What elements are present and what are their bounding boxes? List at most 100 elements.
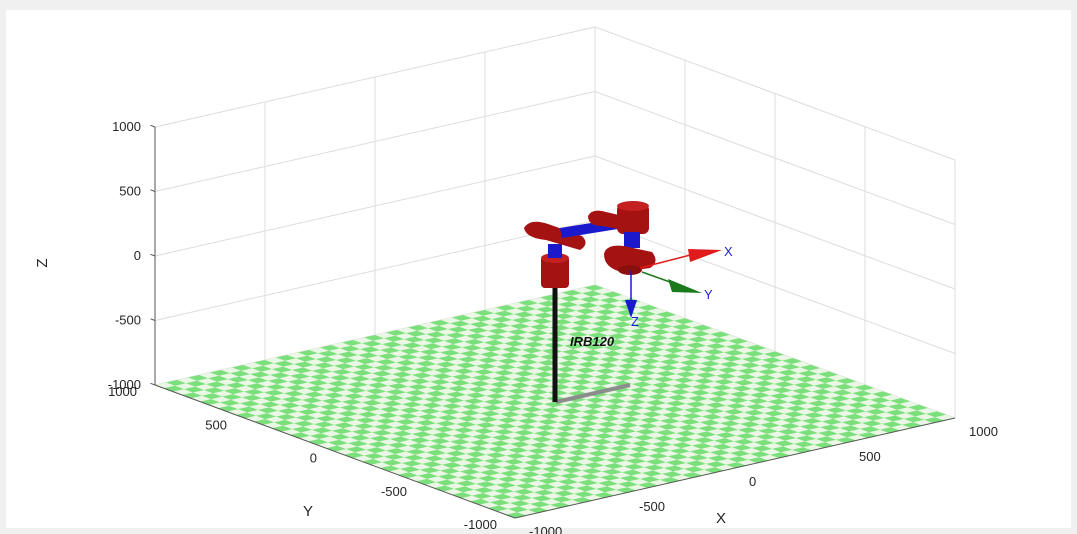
floor-tile <box>646 340 666 347</box>
floor-tile <box>464 339 484 345</box>
floor-tile <box>460 468 480 475</box>
floor-tile <box>752 386 772 393</box>
floor-tile <box>490 381 510 388</box>
floor-tile <box>294 420 314 427</box>
y-tick-label: 0 <box>310 451 317 466</box>
floor-tile <box>662 353 682 359</box>
floor-tile <box>242 394 262 401</box>
floor-tile <box>502 464 522 471</box>
floor-tile <box>772 387 792 394</box>
floor-tile <box>626 399 646 405</box>
floor-tile <box>600 297 620 304</box>
floor-tile <box>556 366 576 373</box>
floor-tile <box>480 410 500 417</box>
floor-tile <box>782 358 802 364</box>
floor-tile <box>672 324 692 330</box>
floor-tile <box>810 394 830 401</box>
floor-tile <box>354 423 374 429</box>
floor-tile <box>704 349 724 355</box>
floor-tile <box>348 381 368 388</box>
floor-tile <box>816 377 836 384</box>
floor-tile <box>518 477 538 484</box>
floor-tile <box>436 420 456 427</box>
floor-tile <box>508 329 528 335</box>
floor-tile <box>342 399 362 405</box>
floor-tile <box>466 392 486 399</box>
floor-tile <box>714 379 734 385</box>
floor-tile <box>376 359 396 365</box>
floor-tile <box>648 394 668 400</box>
floor-tile <box>634 375 654 382</box>
floor-tile <box>488 328 508 335</box>
floor-tile <box>392 430 412 437</box>
floor-tile <box>658 364 678 371</box>
floor-tile <box>418 414 438 420</box>
floor-tile <box>296 355 316 362</box>
floor-tile <box>664 347 684 354</box>
floor-tile <box>592 438 612 445</box>
floor-tile <box>254 419 274 425</box>
floor-tile <box>506 394 526 400</box>
floor-tile <box>522 465 542 472</box>
floor-tile <box>586 397 606 404</box>
floor-tile <box>650 447 670 454</box>
floor-tile <box>202 393 222 400</box>
floor-tile <box>840 425 860 432</box>
floor-tile <box>706 402 726 409</box>
floor-tile <box>188 375 208 381</box>
floor-tile <box>426 331 446 338</box>
floor-tile <box>434 485 454 492</box>
floor-tile <box>460 350 480 357</box>
floor-tile <box>668 394 688 401</box>
floor-tile <box>852 390 872 397</box>
floor-tile <box>466 451 486 458</box>
floor-tile <box>594 433 614 439</box>
floor-tile <box>496 364 516 370</box>
floor-tile <box>454 427 474 434</box>
floor-tile <box>274 360 294 367</box>
floor-tile <box>260 401 280 408</box>
floor-tile <box>746 403 766 410</box>
floor-tile <box>696 372 716 379</box>
floor-tile <box>660 418 680 424</box>
floor-tile <box>382 459 402 466</box>
floor-tile <box>560 473 580 479</box>
floor-tile <box>906 410 926 417</box>
floor-tile <box>498 417 518 424</box>
floor-tile <box>164 385 184 392</box>
floor-tile <box>472 374 492 381</box>
z-tick-label: -1000 <box>108 377 141 392</box>
floor-tile <box>578 479 598 486</box>
floor-tile <box>602 291 622 298</box>
floor-tile <box>560 414 580 420</box>
floor-tile <box>300 403 320 410</box>
floor-tile <box>350 375 370 382</box>
floor-tile <box>582 409 602 415</box>
floor-tile <box>314 421 334 428</box>
floor-tile <box>784 411 804 418</box>
floor-tile <box>558 301 578 308</box>
floor-tile <box>742 356 762 363</box>
floor-tile <box>290 373 310 380</box>
floor-tile <box>596 486 616 493</box>
floor-tile <box>432 373 452 380</box>
floor-tile <box>552 496 572 503</box>
floor-tile <box>444 338 464 345</box>
floor-tile <box>504 399 524 406</box>
floor-tile <box>622 351 642 358</box>
floor-tile <box>732 385 752 392</box>
floor-tile <box>388 442 408 449</box>
floor-tile <box>560 295 580 302</box>
floor-tile <box>576 308 596 315</box>
floor-tile <box>614 374 634 381</box>
floor-tile <box>244 389 264 395</box>
floor-tile <box>408 384 428 390</box>
floor-tile <box>632 322 652 329</box>
floor-tile <box>746 344 766 351</box>
floor-tile <box>452 374 472 380</box>
floor-tile <box>598 303 618 310</box>
floor-tile <box>522 406 542 413</box>
floor-tile <box>538 478 558 484</box>
floor-tile <box>512 376 532 383</box>
floor-tile <box>384 454 404 460</box>
